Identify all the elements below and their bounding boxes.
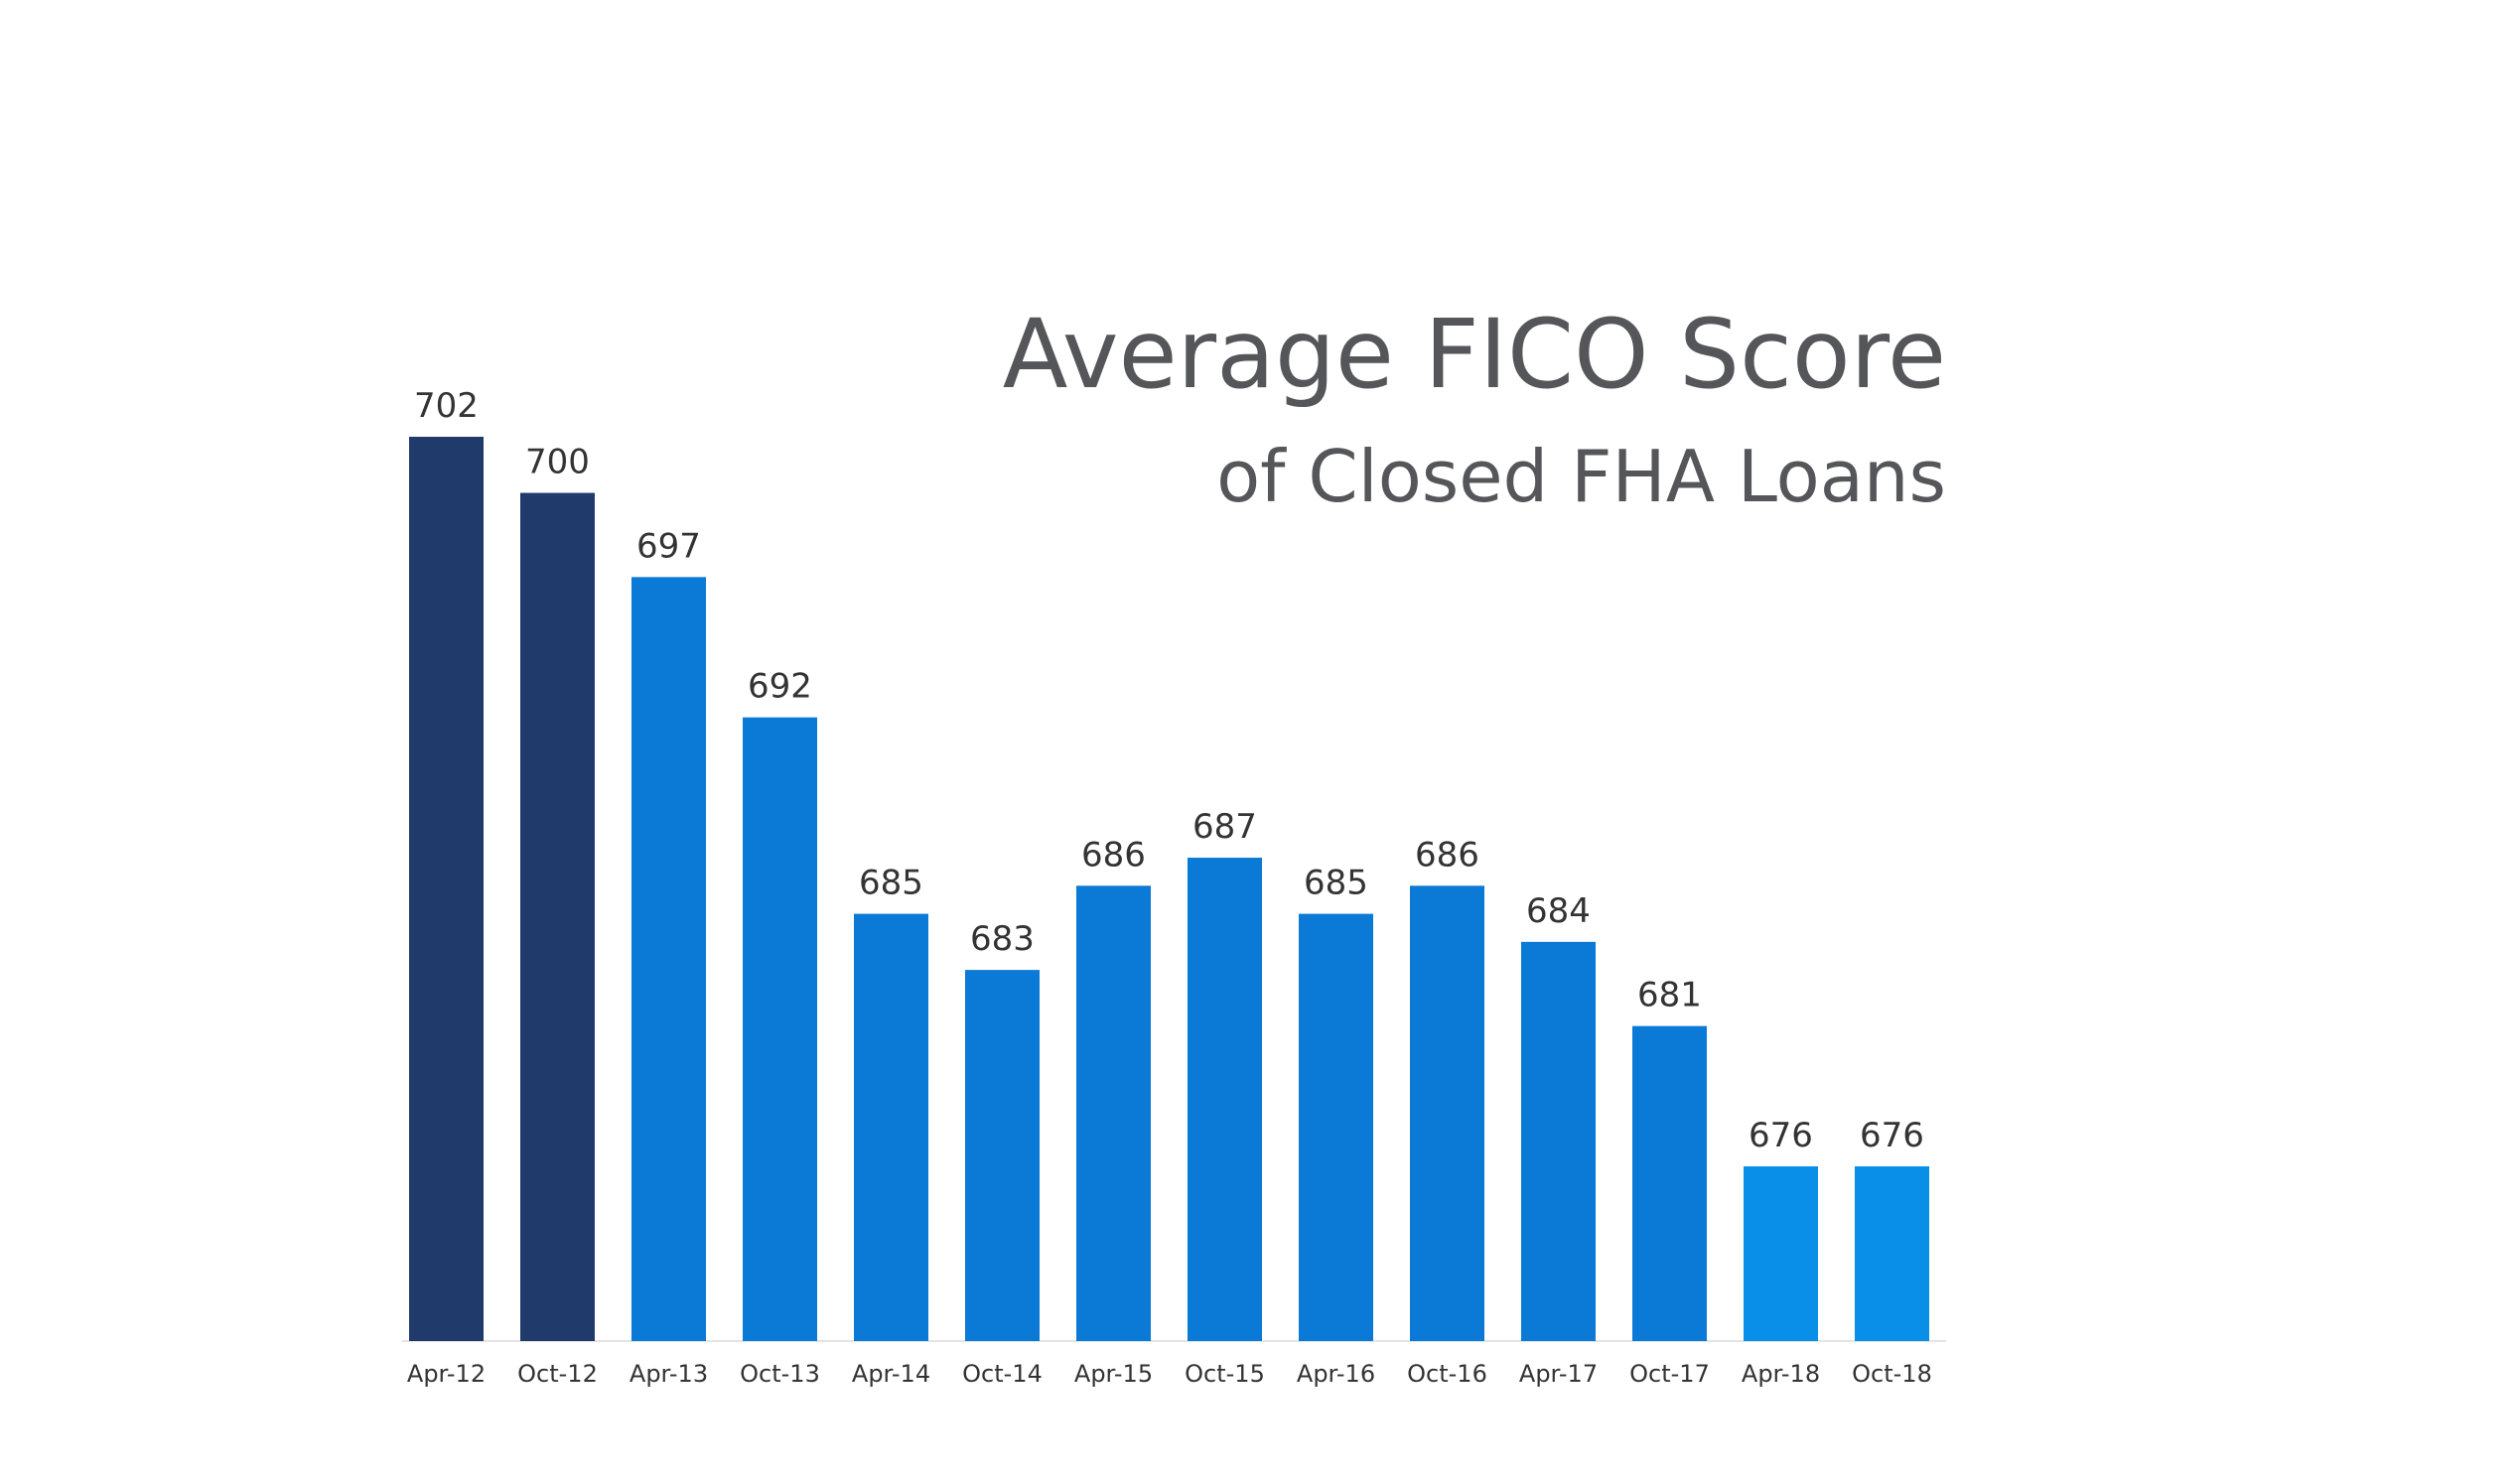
bar-oct-12 bbox=[520, 492, 595, 1341]
bar-apr-14 bbox=[854, 913, 928, 1341]
bar-apr-17 bbox=[1521, 941, 1596, 1341]
x-tick-label-oct-16: Oct-16 bbox=[1407, 1360, 1487, 1388]
data-label-apr-12: 702 bbox=[414, 386, 479, 426]
x-tick-label-apr-18: Apr-18 bbox=[1742, 1360, 1820, 1388]
bar-oct-18 bbox=[1855, 1166, 1929, 1341]
x-tick-label-apr-15: Apr-15 bbox=[1074, 1360, 1153, 1388]
bar-oct-17 bbox=[1632, 1025, 1707, 1341]
x-tick-label-apr-13: Apr-13 bbox=[630, 1360, 708, 1388]
bar-apr-18 bbox=[1744, 1166, 1818, 1341]
data-label-oct-14: 683 bbox=[970, 919, 1035, 959]
bar-oct-13 bbox=[743, 717, 817, 1341]
x-tick-labels-group: Apr-12 Oct-12 Apr-13 Oct-13 Apr-14 Oct-14 Apr-… bbox=[407, 1360, 1932, 1388]
bar-apr-13 bbox=[631, 577, 706, 1341]
x-tick-label-oct-12: Oct-12 bbox=[517, 1360, 598, 1388]
bar-oct-15 bbox=[1188, 858, 1262, 1341]
x-tick-label-oct-17: Oct-17 bbox=[1629, 1360, 1710, 1388]
x-tick-label-apr-17: Apr-17 bbox=[1519, 1360, 1598, 1388]
data-label-apr-17: 684 bbox=[1526, 891, 1591, 931]
x-tick-label-oct-15: Oct-15 bbox=[1185, 1360, 1265, 1388]
bar-apr-12 bbox=[409, 437, 484, 1341]
data-label-oct-18: 676 bbox=[1860, 1116, 1924, 1155]
chart-title: Average FICO Score bbox=[1003, 299, 1946, 410]
data-label-oct-12: 700 bbox=[525, 443, 590, 482]
x-tick-label-apr-14: Apr-14 bbox=[852, 1360, 930, 1388]
bars-group bbox=[409, 437, 1929, 1341]
data-label-oct-15: 687 bbox=[1192, 807, 1257, 847]
data-label-apr-15: 686 bbox=[1081, 835, 1146, 875]
data-label-apr-13: 697 bbox=[636, 526, 701, 566]
data-label-apr-14: 685 bbox=[859, 864, 923, 903]
x-tick-label-oct-14: Oct-14 bbox=[962, 1360, 1043, 1388]
data-label-oct-13: 692 bbox=[748, 667, 812, 707]
bar-apr-16 bbox=[1299, 913, 1373, 1341]
x-tick-label-oct-13: Oct-13 bbox=[740, 1360, 820, 1388]
x-tick-label-apr-16: Apr-16 bbox=[1297, 1360, 1375, 1388]
x-tick-label-apr-12: Apr-12 bbox=[407, 1360, 486, 1388]
x-tick-label-oct-18: Oct-18 bbox=[1852, 1360, 1932, 1388]
value-labels-group: 702 700 697 692 685 683 686 687 685 686 684 681 676 6… bbox=[414, 386, 1924, 1155]
chart-subtitle: of Closed FHA Loans bbox=[1216, 435, 1946, 518]
data-label-apr-18: 676 bbox=[1749, 1116, 1813, 1155]
data-label-oct-17: 681 bbox=[1637, 976, 1702, 1015]
data-label-apr-16: 685 bbox=[1304, 864, 1368, 903]
bar-apr-15 bbox=[1076, 885, 1151, 1341]
data-label-oct-16: 686 bbox=[1415, 835, 1479, 875]
bar-oct-16 bbox=[1410, 885, 1484, 1341]
bar-oct-14 bbox=[965, 970, 1040, 1341]
